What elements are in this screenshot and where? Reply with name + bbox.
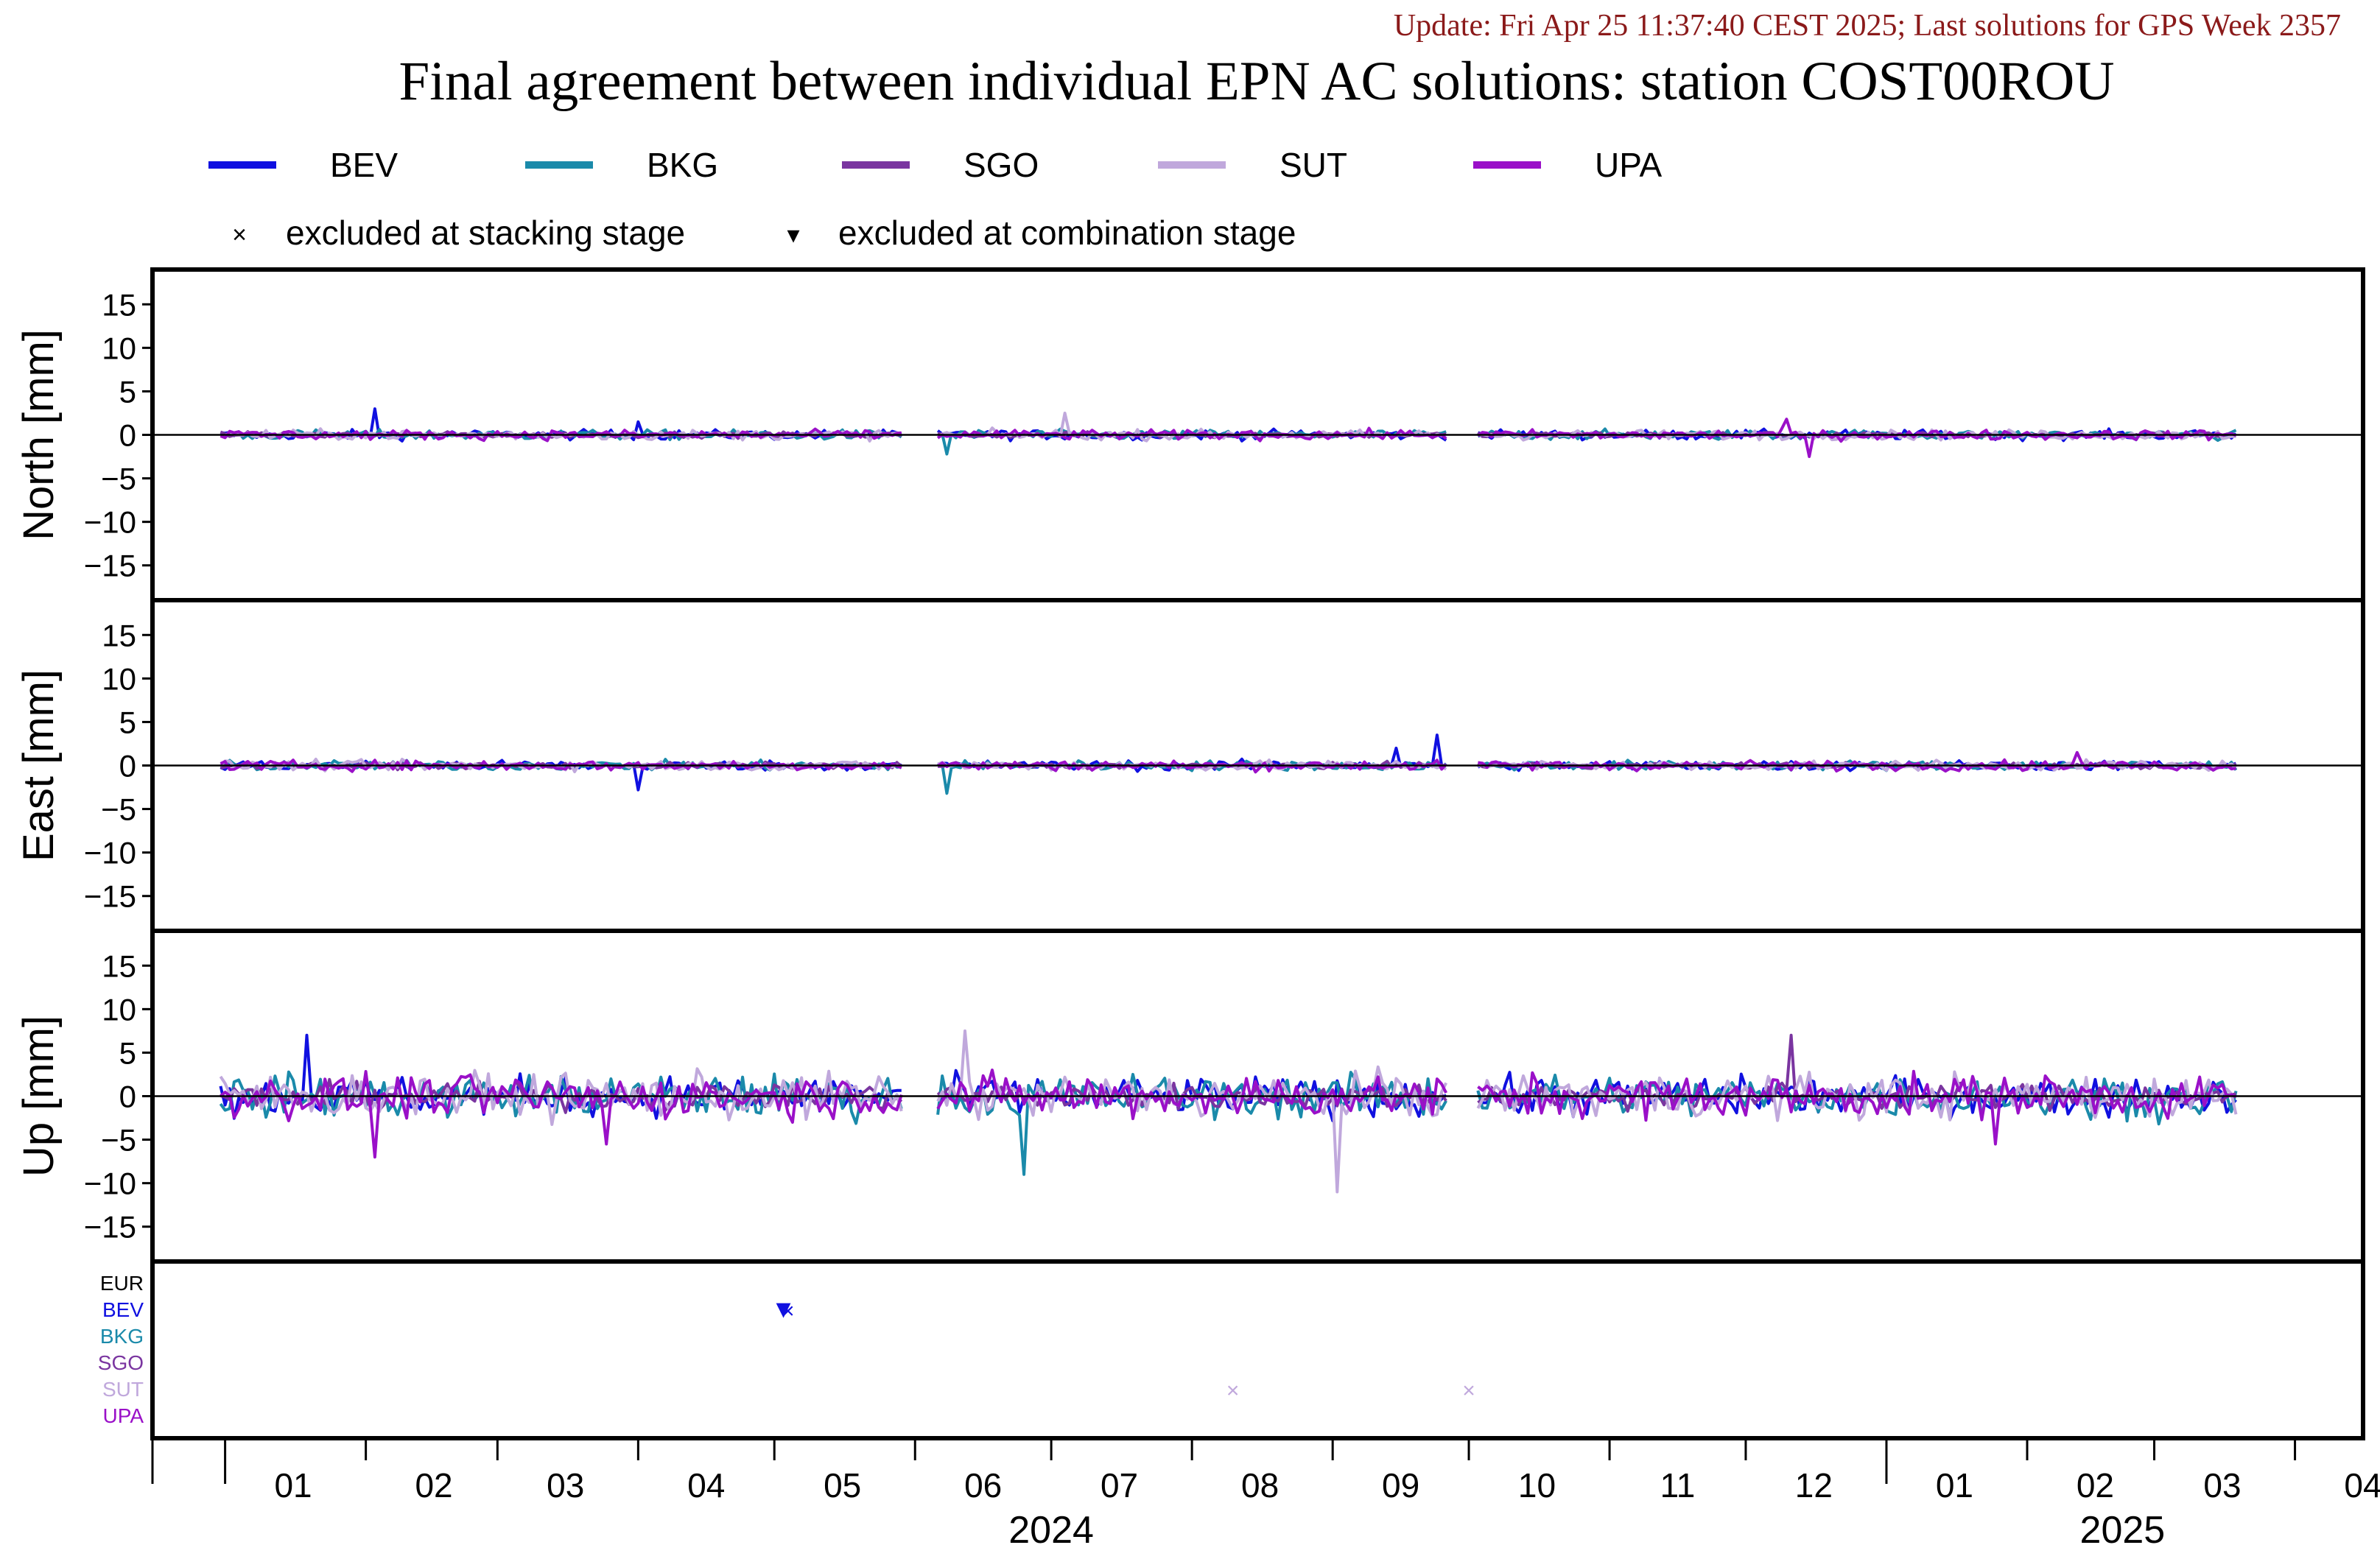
plot-panels: 15 10 5 0 −5 −10 −15 North [mm] 15 10 5 0 −5 −10 −15 Ea… [15, 267, 2365, 1264]
legend-label-bev: BEV [330, 146, 398, 184]
y-tick-label: −5 [101, 1123, 136, 1158]
x-month-label: 03 [2203, 1466, 2241, 1504]
y-tick-label: 10 [102, 992, 136, 1027]
legend-label-upa: UPA [1595, 146, 1662, 184]
y-tick-label: 5 [119, 1035, 136, 1070]
x-month-label: 01 [1936, 1466, 1973, 1504]
exclusion-mark: × [1226, 1379, 1240, 1403]
exclusion-row-label-sgo: SGO [98, 1351, 144, 1374]
series-group [220, 407, 2237, 458]
y-tick-label: −10 [84, 1166, 136, 1201]
panel-up: 15 10 5 0 −5 −10 −15 Up [mm] [15, 929, 2365, 1264]
y-tick-label: 15 [102, 618, 136, 652]
legend-marker-symbol-0: × [232, 221, 247, 249]
x-year-label: 2025 [2080, 1509, 2166, 1545]
x-month-label: 12 [1795, 1466, 1833, 1504]
y-tick-label: 0 [119, 1080, 136, 1114]
update-timestamp: Update: Fri Apr 25 11:37:40 CEST 2025; L… [1394, 9, 2341, 43]
y-tick-label: −5 [101, 792, 136, 827]
exclusion-mark: × [1462, 1379, 1475, 1403]
y-tick-label: 10 [102, 661, 136, 696]
x-month-label: 04 [2344, 1466, 2380, 1504]
legend-marker-label-0: excluded at stacking stage [286, 214, 685, 252]
exclusion-row-label-upa: UPA [103, 1404, 144, 1427]
x-month-label: 03 [547, 1466, 584, 1504]
legend-marker-label-1: excluded at combination stage [838, 214, 1296, 252]
x-month-label: 01 [274, 1466, 312, 1504]
x-month-label: 11 [1660, 1466, 1696, 1504]
y-axis-label: North [mm] [15, 329, 63, 541]
x-month-label: 04 [687, 1466, 725, 1504]
x-month-label: 09 [1382, 1466, 1419, 1504]
legend-marker-symbol-1: ▾ [787, 221, 799, 249]
legend-label-sut: SUT [1279, 146, 1347, 184]
x-month-label: 02 [415, 1466, 452, 1504]
x-month-label: 05 [824, 1466, 861, 1504]
exclusion-mark: ▾ [776, 1292, 791, 1325]
y-tick-label: 5 [119, 705, 136, 739]
y-tick-label: 0 [119, 418, 136, 453]
exclusion-mark: × [782, 1299, 795, 1323]
panel-north: 15 10 5 0 −5 −10 −15 North [mm] [15, 267, 2365, 602]
x-month-label: 06 [964, 1466, 1002, 1504]
x-month-label: 07 [1101, 1466, 1138, 1504]
series-group [219, 1029, 2238, 1194]
y-tick-label: 5 [119, 374, 136, 409]
legend-label-sgo: SGO [963, 146, 1039, 184]
y-tick-label: −15 [84, 879, 136, 914]
y-tick-label: 0 [119, 749, 136, 784]
y-axis-label: Up [mm] [15, 1016, 63, 1177]
y-tick-label: 15 [102, 949, 136, 983]
x-month-label: 08 [1241, 1466, 1279, 1504]
series-line-sut [219, 1029, 2238, 1194]
panel-east: 15 10 5 0 −5 −10 −15 East [mm] [15, 598, 2365, 933]
legend-label-bkg: BKG [647, 146, 718, 184]
exclusion-row-label-bev: BEV [102, 1298, 144, 1321]
x-month-label: 02 [2077, 1466, 2114, 1504]
exclusion-row-label-eur: EUR [100, 1272, 144, 1295]
x-year-label: 2024 [1008, 1509, 1094, 1545]
legend: BEV BKG SGO SUT UPA × excluded at stacking sta… [208, 146, 1662, 252]
y-tick-label: −10 [84, 505, 136, 540]
y-tick-label: −15 [84, 1210, 136, 1245]
y-tick-label: −10 [84, 836, 136, 870]
x-axis: 01 02 03 04 05 06 07 08 09 10 11 12 01 02 03 04 2024 2025 [151, 1437, 2380, 1545]
exclusion-frame [150, 1259, 2365, 1440]
exclusion-row-label-bkg: BKG [100, 1325, 144, 1348]
y-tick-label: 10 [102, 331, 136, 365]
chart-title: Final agreement between individual EPN A… [399, 51, 2115, 112]
y-tick-label: −15 [84, 549, 136, 583]
y-tick-label: 15 [102, 287, 136, 322]
y-axis-label: East [mm] [15, 669, 63, 862]
y-tick-label: −5 [101, 462, 136, 496]
series-group [219, 733, 2238, 795]
exclusion-row-label-sut: SUT [102, 1378, 144, 1401]
x-month-label: 10 [1518, 1466, 1556, 1504]
